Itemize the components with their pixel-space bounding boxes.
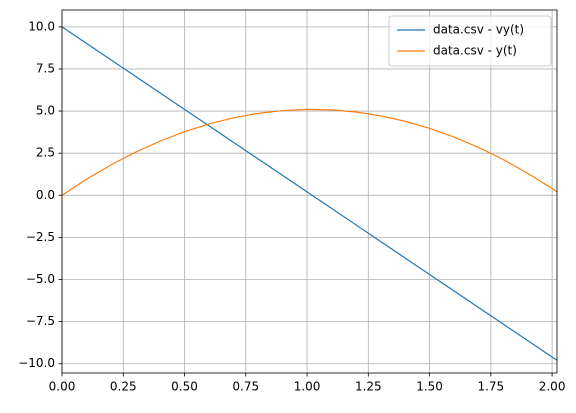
y-tick-label: −2.5 bbox=[26, 230, 55, 244]
y-tick-label: 2.5 bbox=[36, 146, 55, 160]
x-tick-label: 0.25 bbox=[110, 380, 137, 394]
legend-label: data.csv - vy(t) bbox=[433, 23, 524, 37]
y-tick-label: 0.0 bbox=[36, 188, 55, 202]
series-line bbox=[61, 26, 558, 361]
y-tick-label: 10.0 bbox=[28, 19, 55, 33]
x-tick-label: 1.75 bbox=[477, 380, 504, 394]
y-tick-label: −7.5 bbox=[26, 314, 55, 328]
x-tick-label: 0.00 bbox=[49, 380, 76, 394]
x-tick-label: 1.00 bbox=[294, 380, 321, 394]
series-line bbox=[61, 108, 558, 196]
y-tick-label: 7.5 bbox=[36, 61, 55, 75]
y-tick-label: −10.0 bbox=[18, 356, 55, 370]
x-tick-label: 0.50 bbox=[171, 380, 198, 394]
y-tick-label: 5.0 bbox=[36, 104, 55, 118]
y-tick-label: −5.0 bbox=[26, 272, 55, 286]
legend-label: data.csv - y(t) bbox=[433, 44, 517, 58]
x-tick-label: 2.00 bbox=[539, 380, 566, 394]
legend-box bbox=[388, 15, 552, 67]
x-tick-label: 1.25 bbox=[355, 380, 382, 394]
plot-frame bbox=[61, 9, 558, 374]
x-tick-label: 1.50 bbox=[416, 380, 443, 394]
x-tick-label: 0.75 bbox=[232, 380, 259, 394]
